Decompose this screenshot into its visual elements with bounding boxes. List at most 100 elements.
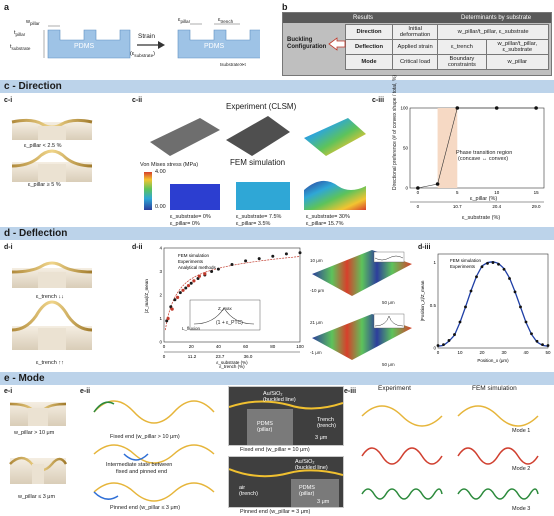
fem-renders — [144, 172, 366, 210]
fem-render-2 — [236, 182, 290, 210]
buckling-label: Buckling — [287, 37, 313, 43]
dii-xtick: 60 — [243, 344, 249, 349]
mode3-fem — [457, 488, 539, 500]
diii-exp-point — [453, 333, 456, 336]
dii-x2tick: 36.0 — [244, 354, 253, 359]
dii-fem-point — [298, 251, 302, 255]
ciii-point — [455, 106, 460, 110]
ciii-x2tick: 0 — [417, 204, 420, 209]
dii-fem-point — [165, 319, 169, 323]
dii-ytick: 1 — [159, 316, 162, 321]
eiii-curves — [361, 405, 539, 500]
panel-b-letter: b — [282, 2, 288, 12]
fixed-end-label: Fixed end (w_pillar > 10 μm) — [110, 434, 180, 440]
diii-exp-point — [469, 289, 473, 293]
ciii-ytick: 100 — [400, 106, 408, 111]
mode3-exp — [361, 488, 443, 500]
eiii-experiment: Experiment — [378, 385, 411, 392]
intermediate-label-2: fixed and pinned end — [116, 469, 168, 475]
ciii-plot: 0 5 10 15 0 50 100 0 10.7 20.4 29.0 — [400, 106, 545, 209]
strain-arrow — [158, 41, 165, 49]
diii-ytick: 0 — [433, 346, 436, 351]
diii-exp-point — [530, 332, 533, 336]
arrow-icon — [328, 37, 346, 51]
diii-exp-point — [486, 262, 489, 265]
inset-formula: (1 + ε_PTC) — [216, 320, 243, 326]
diii-ylabel: |Position_z|/Z_mean — [420, 280, 425, 321]
pinned-end-label: Pinned end (w_pillar ≤ 3 μm) — [110, 505, 181, 511]
diii-exp-point — [464, 305, 467, 309]
scale-bar-2: 50 μm — [382, 362, 395, 367]
diii-xtick: 0 — [437, 350, 440, 355]
sem-top-image: Au/SiO₂ (buckled line) PDMS (pillar) Tre… — [228, 386, 344, 446]
ciii-frame — [409, 107, 545, 189]
dii-exp-point — [170, 307, 174, 311]
diii-exp-point — [508, 277, 511, 280]
dii-x2tick: 0 — [163, 354, 166, 359]
fem-render-3 — [304, 180, 366, 210]
dii-fem-point — [173, 298, 177, 302]
dii-x2tick: 23.7 — [216, 354, 225, 359]
table-row: Deflection Applied strain ε_trench w_pil… — [345, 39, 550, 55]
diii-xtick: 10 — [457, 350, 463, 355]
diii-exp-point — [513, 290, 517, 294]
header-results: Results — [353, 15, 374, 21]
ciii-x2tick: 29.0 — [532, 204, 541, 209]
mode1-exp — [361, 405, 443, 427]
dii-fem-point — [184, 286, 188, 290]
low-deflection-film — [11, 261, 93, 274]
eps-pillar-label: ε — [178, 17, 181, 23]
strain-label-sub: ε_substrate= 7.5% — [236, 214, 282, 220]
sem-top-caption: Fixed end (w_pillar = 10 μm) — [240, 447, 310, 453]
fixed-end-curve — [93, 400, 215, 424]
diii-exp-point — [475, 275, 478, 279]
scale-bot-min: -1 μm — [310, 350, 322, 355]
ciii-x2tick: 10.7 — [453, 204, 462, 209]
dii-fem-point — [216, 267, 220, 271]
diii-legend-item: FEM simulation — [450, 258, 482, 263]
diii-ytick: 0.5 — [430, 303, 437, 308]
sem-bottom-caption: Pinned end (w_pillar = 3 μm) — [240, 509, 311, 515]
dii-xlabel: ε_trench (%) — [219, 364, 245, 369]
buckled-film-convex — [11, 149, 93, 168]
mode1-fem — [457, 405, 539, 427]
ciii-x2tick: 20.4 — [492, 204, 501, 209]
eiii-label: e-iii — [344, 388, 357, 395]
ciii-xtick: 0 — [417, 190, 420, 195]
dii-fem-point — [178, 291, 182, 295]
diii-exp-point — [447, 339, 451, 342]
w-pillar-label: w — [26, 19, 30, 25]
section-c-bar: c - Direction — [0, 80, 554, 93]
header-determinants: Determinants by substrate — [461, 15, 532, 21]
dii-legend-item: FEM simulation — [178, 253, 210, 258]
di-strain-high: ε_trench ↑↑ — [36, 360, 64, 366]
determinants-table-box: Results Determinants by substrate Buckli… — [282, 12, 552, 76]
diii-plot: 0 10 20 30 40 50 0 0.5 1 FEM simulationExperiment… — [420, 253, 551, 363]
t-relation-label: t — [220, 62, 222, 67]
mode3-label: Mode 3 — [512, 506, 531, 512]
table-row: Mode Critical load Boundary constraints … — [345, 54, 550, 70]
di-renders — [11, 261, 93, 350]
dii-fem-point — [271, 254, 275, 258]
intermediate-curve — [93, 444, 215, 464]
ciii-point — [534, 106, 538, 110]
pdms-block-right — [177, 29, 260, 59]
mode1-label: Mode 1 — [512, 428, 531, 434]
dii-exp-point — [203, 272, 207, 276]
von-mises-label: Von Mises stress (MPa) — [140, 162, 199, 168]
dii-fem-point — [196, 277, 200, 281]
panel-a-letter: a — [4, 2, 10, 12]
di-strain-low: ε_trench ↓↓ — [36, 294, 64, 300]
section-d-bar: d - Deflection — [0, 227, 554, 240]
high-deflection-film — [11, 300, 93, 332]
diii-label: d-iii — [418, 244, 431, 251]
dii-fem-point — [244, 259, 248, 263]
diii-exp-point — [524, 320, 528, 324]
diii-xtick: 50 — [545, 350, 551, 355]
diii-exp-point — [502, 267, 506, 271]
dii-label: d-ii — [132, 244, 143, 251]
t-substrate-label: t — [10, 44, 12, 50]
ciii-ylabel: Directional preference (# of convex shap… — [392, 74, 398, 190]
dii-exp-point — [181, 288, 185, 292]
dii-ytick: 2 — [159, 293, 162, 298]
